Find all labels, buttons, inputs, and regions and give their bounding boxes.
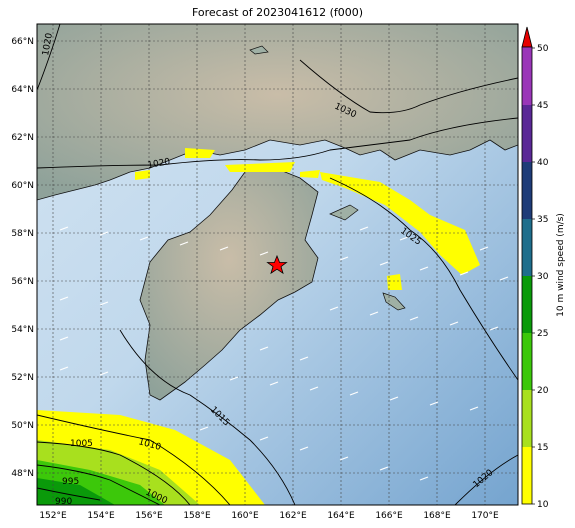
colorbar-extend-arrow [521,26,533,48]
colorbar-tick: 30 [537,272,549,282]
map-area: 1020 1020 1030 1025 1015 1010 1005 1000 … [37,24,518,507]
colorbar-segment [522,333,532,390]
location-star-marker [266,254,288,275]
lat-tick-labels: 66°N 64°N 62°N 60°N 58°N 56°N 54°N 52°N … [11,37,34,479]
isobar-label-1020-mid: 1020 [147,157,172,171]
lon-tick: 168°E [423,511,451,521]
colorbar-label: 10 m wind speed (m/s) [556,213,566,317]
isobar-label-1005: 1005 [70,439,93,449]
lat-tick: 56°N [11,277,34,287]
isobar-label-995: 995 [62,477,79,487]
lat-tick: 66°N [11,37,34,47]
lat-tick: 50°N [11,421,34,431]
land-peninsula [139,164,319,401]
colorbar-segment [522,390,532,447]
isobar-label-990: 990 [55,497,72,507]
colorbar-frame [521,46,533,505]
lat-tick: 52°N [11,373,34,383]
lon-tick-labels: 152°E 154°E 156°E 158°E 160°E 162°E 164°… [39,511,499,521]
map-title: Forecast of 2023041612 (f000) [191,6,364,19]
land-north [37,24,518,201]
colorbar-tick: 25 [537,329,548,339]
colorbar-tick: 15 [537,443,548,453]
island-3 [249,45,269,55]
colorbar-tick: 10 [537,500,549,510]
colorbar: 10 15 20 25 30 35 40 45 50 10 m wind spe… [521,26,566,510]
graticule [37,24,518,505]
lat-tick: 54°N [11,325,34,335]
lon-tick: 170°E [471,511,499,521]
colorbar-tick: 20 [537,386,549,396]
colorbar-tick: 50 [537,44,549,54]
lon-tick: 156°E [135,511,163,521]
colorbar-segment [522,219,532,276]
lon-tick: 162°E [279,511,307,521]
lon-tick: 154°E [87,511,115,521]
colorbar-segment [522,276,532,333]
lat-tick: 62°N [11,133,34,143]
lon-tick: 164°E [327,511,355,521]
colorbar-segment [522,447,532,504]
lat-tick: 60°N [11,181,34,191]
colorbar-tick: 40 [537,158,549,168]
lon-tick: 160°E [231,511,259,521]
island-2 [382,292,406,311]
colorbar-segment [522,47,532,105]
colorbar-tick: 45 [537,101,548,111]
lat-tick: 48°N [11,469,34,479]
lon-tick: 158°E [183,511,211,521]
isobar-label-1020-top: 1020 [41,32,55,57]
lat-tick: 58°N [11,229,34,239]
colorbar-segment [522,162,532,219]
island-1 [329,204,359,221]
isobars [37,24,518,505]
colorbar-segment [522,105,532,162]
lat-tick: 64°N [11,85,34,95]
map-frame [36,23,519,506]
colorbar-tick: 35 [537,215,548,225]
wind-barbs [59,226,509,481]
wind-shading [37,148,480,505]
lon-tick: 152°E [39,511,67,521]
lon-tick: 166°E [375,511,403,521]
